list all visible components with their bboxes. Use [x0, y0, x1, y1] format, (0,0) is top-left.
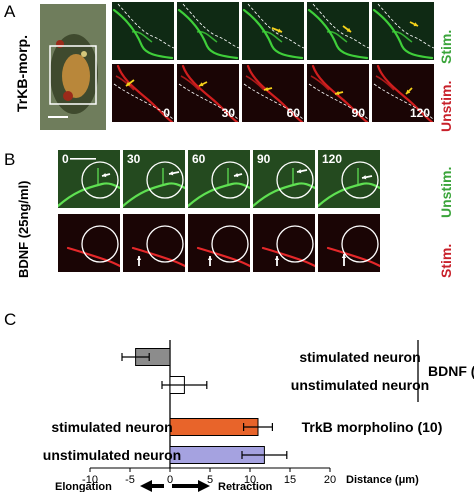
x-tick-label: 10 — [244, 474, 256, 486]
panel-b-letter: B — [4, 150, 16, 169]
panel-b-unstim-frame: 60 — [188, 150, 250, 208]
overview-image — [40, 4, 106, 130]
panel-a-unstim-frame-drawing — [178, 64, 239, 122]
panel-b-unstim-frame-drawing — [318, 161, 380, 208]
timepoint-label: 90 — [351, 106, 365, 120]
panel-a-top-row-label: Stim. — [438, 29, 454, 64]
panel-b-stim-frame — [318, 214, 380, 272]
x-tick-label: -5 — [125, 474, 135, 486]
panel-a-unstim-frame-drawing — [113, 64, 174, 122]
panel-a-letter: A — [4, 2, 16, 21]
panel-a-unstim-frame-drawing — [373, 64, 434, 122]
panel-b-stim-frame-drawing — [261, 225, 315, 268]
panel-b-stim-frame-drawing — [196, 225, 250, 268]
panel-a-stim-frame — [242, 2, 304, 60]
category-label: unstimulated neuron — [291, 377, 429, 393]
panel-b-side-label: BDNF (25ng/ml) — [16, 180, 31, 279]
panel-a-unstim-frame: 60 — [242, 64, 304, 122]
panel-a-unstim-frame: 0 — [112, 64, 174, 122]
panel-a-unstim-frame: 120 — [372, 64, 434, 122]
timepoint-label: 0 — [62, 152, 69, 166]
panel-a-stim-frame-drawing — [307, 3, 369, 60]
panel-a-stim-frame-drawing — [242, 3, 304, 60]
x-tick-label: 20 — [324, 474, 336, 486]
panel-a-bottom-row-label: Unstim. — [438, 80, 454, 132]
panel-b-unstim-frame-drawing — [188, 161, 250, 208]
x-tick-label: -10 — [82, 474, 98, 486]
panel-b-bottom-row-label: Stim. — [438, 243, 454, 278]
panel-a-stim-frame — [177, 2, 239, 60]
timepoint-label: 60 — [192, 152, 206, 166]
left-arrow-icon — [140, 480, 164, 492]
right-arrow-icon — [172, 480, 210, 492]
timepoint-label: 60 — [286, 106, 300, 120]
category-label: unstimulated neuron — [43, 447, 181, 463]
x-tick-label: 5 — [207, 474, 213, 486]
panel-a-stim-frame — [372, 2, 434, 60]
panel-c-letter: C — [4, 310, 17, 329]
panel-a-stim-frame — [307, 2, 369, 60]
panel-b-stim-frame-drawing — [66, 225, 120, 268]
panel-b-unstim-frame: 30 — [123, 150, 185, 208]
distance-bar-chart: stimulated neuron unstimulated neuron stim… — [43, 340, 474, 492]
x-tick-label: 0 — [167, 474, 173, 486]
panel-a-unstim-frame: 90 — [307, 64, 369, 122]
timepoint-label: 120 — [322, 152, 343, 166]
panel-b-unstim-frame: 90 — [253, 150, 315, 208]
panel-a-side-label: TrKB-morp. — [14, 35, 30, 112]
panel-b-unstim-frame: 120 — [318, 150, 380, 208]
x-tick-label: 15 — [284, 474, 296, 486]
group-label: TrkB morpholino (10) — [302, 419, 443, 435]
retraction-label: Retraction — [218, 481, 273, 492]
panel-b-stim-frame-drawing — [326, 225, 380, 268]
timepoint-label: 90 — [257, 152, 271, 166]
panel-b-stim-frame-drawing — [131, 225, 185, 268]
group-label: BDNF (4) — [428, 363, 474, 379]
timepoint-label: 120 — [409, 106, 430, 120]
panel-a-unstim-frame-drawing — [308, 64, 369, 122]
panel-a-unstim-frame: 30 — [177, 64, 239, 122]
overview-cell-drawing — [40, 4, 106, 130]
panel-a-stim-frame-drawing — [112, 3, 174, 60]
panel-a-stim-frame-drawing — [177, 3, 239, 60]
timepoint-label: 0 — [163, 106, 170, 120]
category-label: stimulated neuron — [51, 419, 172, 435]
timepoint-label: 30 — [127, 152, 141, 166]
panel-b-unstim-frame-drawing — [253, 161, 315, 208]
panel-a-stim-frame-drawing — [372, 3, 434, 60]
panel-b-stim-frame — [253, 214, 315, 272]
panel-b-stim-frame — [58, 214, 120, 272]
elongation-label: Elongation — [55, 481, 112, 492]
panel-b-unstim-frame-drawing — [123, 161, 185, 208]
category-label: stimulated neuron — [299, 349, 420, 365]
x-axis-label: Distance (μm) — [346, 474, 419, 486]
panel-a-stim-frame — [112, 2, 174, 60]
panel-b-unstim-frame-drawing — [58, 158, 120, 208]
timepoint-label: 30 — [221, 106, 235, 120]
panel-b-stim-frame — [188, 214, 250, 272]
panel-b-unstim-frame: 0 — [58, 150, 120, 208]
panel-b-stim-frame — [123, 214, 185, 272]
panel-a-unstim-frame-drawing — [243, 64, 304, 122]
panel-b-top-row-label: Unstim. — [438, 166, 454, 218]
